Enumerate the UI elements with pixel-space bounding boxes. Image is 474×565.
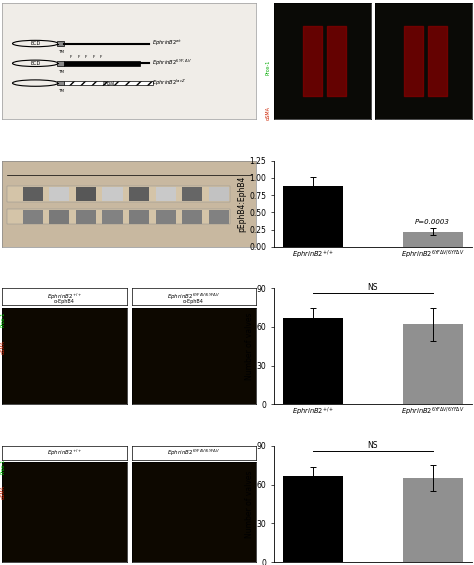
Bar [182, 187, 202, 201]
Text: F: F [100, 55, 102, 59]
Bar [57, 61, 64, 66]
Bar [283, 318, 343, 405]
Text: $EphrinB2^{6YF\Delta V/6YF\Delta V}$: $EphrinB2^{6YF\Delta V/6YF\Delta V}$ [167, 447, 220, 458]
Text: $EphrinB2^{+/+}$: $EphrinB2^{+/+}$ [47, 447, 82, 458]
Text: $EphrinB2^{lacZ}$: $EphrinB2^{lacZ}$ [152, 78, 186, 88]
Bar [64, 81, 153, 85]
Title: $EphrinB2^{6YF\Delta V/6YF\Delta V}$: $EphrinB2^{6YF\Delta V/6YF\Delta V}$ [397, 0, 450, 3]
Bar [102, 187, 123, 201]
Bar [283, 186, 343, 247]
Bar [8, 186, 230, 202]
Bar [76, 210, 96, 224]
Text: TM: TM [58, 89, 64, 93]
Bar [102, 210, 123, 224]
Text: TM: TM [58, 50, 64, 54]
Bar [283, 476, 343, 562]
Bar [49, 187, 70, 201]
Bar [129, 210, 149, 224]
Y-axis label: Number of valves: Number of valves [245, 312, 254, 380]
Y-axis label: pEphB4:EphB4: pEphB4:EphB4 [237, 176, 246, 232]
Bar [403, 232, 463, 247]
Text: ECD: ECD [30, 61, 40, 66]
Text: F: F [85, 55, 87, 59]
Bar [23, 187, 43, 201]
Text: F: F [92, 55, 95, 59]
Text: αSMA: αSMA [265, 106, 270, 120]
Text: $EphrinB2^{wt}$: $EphrinB2^{wt}$ [152, 38, 182, 49]
Text: α-EphB4: α-EphB4 [54, 298, 75, 303]
Text: P=0.0003: P=0.0003 [415, 219, 450, 225]
Text: Prox-1: Prox-1 [1, 311, 6, 327]
Bar [403, 324, 463, 405]
Bar [49, 210, 70, 224]
Text: β-gal: β-gal [102, 81, 115, 85]
Bar [23, 210, 43, 224]
Text: $EphrinB2^{+/+}$: $EphrinB2^{+/+}$ [47, 292, 82, 302]
Text: $EphrinB2^{6YF\Delta V/6YF\Delta V}$: $EphrinB2^{6YF\Delta V/6YF\Delta V}$ [167, 292, 220, 302]
Y-axis label: Number of valves: Number of valves [245, 470, 254, 538]
Text: TM: TM [58, 69, 64, 73]
Bar [209, 187, 229, 201]
Bar [403, 478, 463, 562]
Text: Prox-1: Prox-1 [1, 458, 6, 474]
Text: $EphrinB2^{6YF;\Delta V}$: $EphrinB2^{6YF;\Delta V}$ [152, 58, 191, 68]
Bar [57, 41, 64, 46]
Title: $EphrinB2^{+/+}$: $EphrinB2^{+/+}$ [302, 0, 342, 3]
Bar [76, 187, 96, 201]
Text: F: F [70, 55, 72, 59]
Text: α-EphB4: α-EphB4 [183, 298, 204, 303]
Text: ECD: ECD [30, 41, 40, 46]
Text: NS: NS [367, 441, 378, 450]
Text: NS: NS [367, 283, 378, 292]
Bar [209, 210, 229, 224]
Bar [182, 210, 202, 224]
Text: F: F [77, 55, 80, 59]
Bar [155, 210, 176, 224]
Text: αSMA: αSMA [1, 341, 6, 354]
Bar [64, 61, 140, 66]
Bar [8, 209, 230, 224]
Text: Prox-1: Prox-1 [265, 60, 270, 76]
Bar [57, 81, 64, 85]
Bar [129, 187, 149, 201]
Text: αSMA: αSMA [1, 485, 6, 498]
Bar [155, 187, 176, 201]
